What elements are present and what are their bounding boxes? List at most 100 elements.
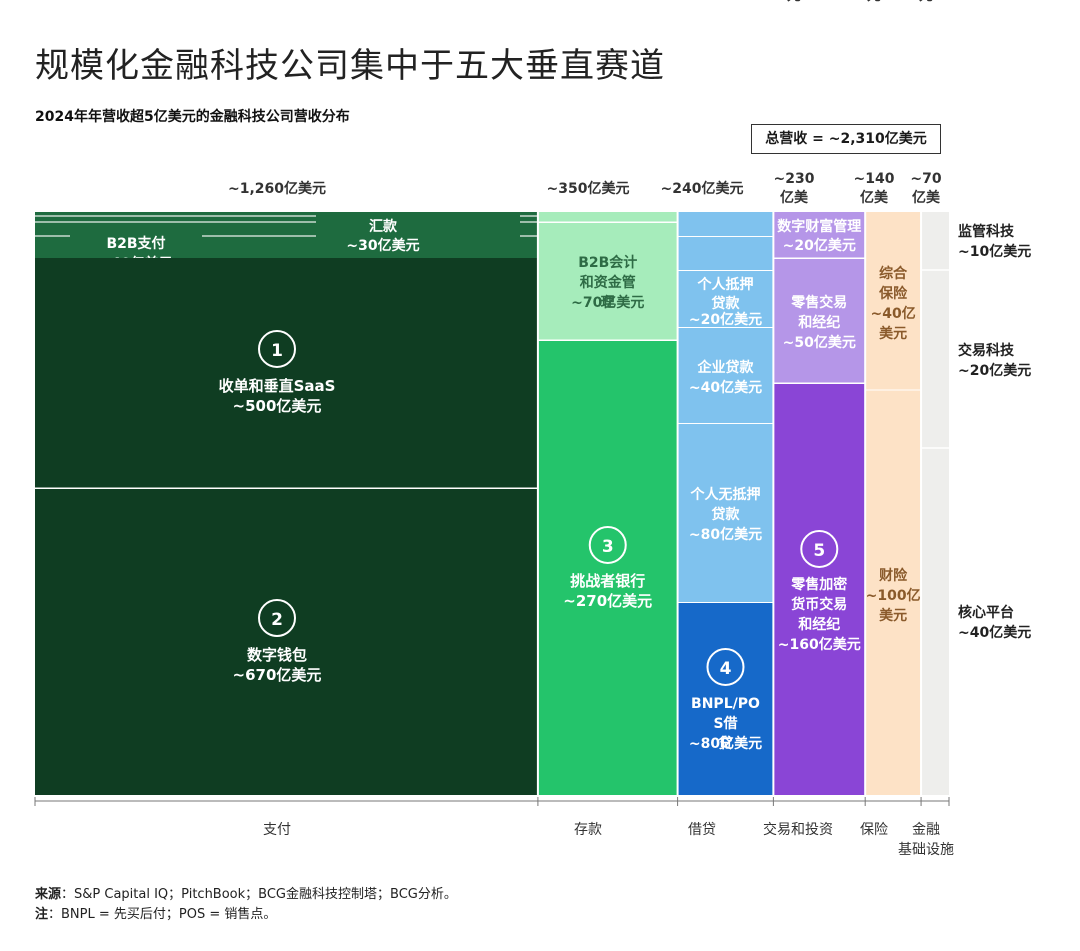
side-label-tradetech: 交易科技 xyxy=(958,342,1015,359)
column-total-label: 元 xyxy=(867,0,881,4)
bar-segment-b2b-accounting xyxy=(537,223,678,340)
source-text: ：S&P Capital IQ；PitchBook；BCG金融科技控制塔；BCG… xyxy=(61,887,457,902)
segment-value-mortgage: ~20亿美元 xyxy=(689,311,762,328)
segment-label-bnpl: BNPL/PO xyxy=(691,696,760,712)
bar-segment-crypto xyxy=(773,384,866,795)
segment-label-b2b-payments: B2B支付 xyxy=(106,235,165,252)
segment-label-digital-wallet: 数字钱包 xyxy=(247,646,307,664)
column-total-label: ~70 xyxy=(910,171,941,187)
remittance-label-box xyxy=(316,212,520,258)
category-axis-label: 支付 xyxy=(263,822,291,838)
note-label: 注 xyxy=(35,907,49,922)
segment-value-unsecured-loan: ~80亿美元 xyxy=(689,526,762,543)
segment-label-unsecured-loan: 贷款 xyxy=(711,506,740,523)
segment-value-remittance: ~30亿美元 xyxy=(346,237,419,254)
segment-value-digital-wallet: ~670亿美元 xyxy=(233,666,322,684)
segment-number: 2 xyxy=(271,610,283,630)
segment-label-acquiring-saas: 收单和垂直SaaS xyxy=(219,377,336,395)
segment-label-remittance: 汇款 xyxy=(369,218,398,235)
segment-label-mortgage: 贷款 xyxy=(711,295,740,312)
column-total-label: ~230 xyxy=(774,171,815,187)
segment-label-bnpl: S借 xyxy=(713,715,737,732)
side-value-regtech: ~10亿美元 xyxy=(958,243,1031,260)
bar-segment-lending-light xyxy=(677,212,774,236)
bar-segment-challenger-bank xyxy=(537,341,678,795)
column-total-label: ~1,260亿美元 xyxy=(228,180,326,197)
total-revenue-box: 总营收 = ~2,310亿美元 xyxy=(751,124,941,154)
column-total-label: ~140 xyxy=(854,171,895,187)
segment-number-circle xyxy=(588,526,627,564)
bar-segment-deposits-other xyxy=(537,212,678,222)
column-total-label: ~350亿美元 xyxy=(547,180,630,197)
segment-label-business-loan: 企业贷款 xyxy=(696,359,754,376)
bar-segment-infrastructure xyxy=(921,212,949,795)
segment-label-retail-trading: 零售交易 xyxy=(790,294,847,311)
segment-label-b2b-accounting: 理 xyxy=(601,295,615,311)
source-label: 来源 xyxy=(35,887,62,902)
category-axis-label: 保险 xyxy=(860,822,888,838)
segment-number: 3 xyxy=(602,537,614,557)
segment-label-property-insurance: 财险 xyxy=(878,567,908,584)
column-total-label: 亿美 xyxy=(912,189,941,206)
category-axis-label: 基础设施 xyxy=(898,841,954,858)
bar-segment-lending-light xyxy=(677,271,774,327)
segment-label-unsecured-loan: 个人无抵押 xyxy=(689,486,760,503)
segment-label-mortgage: 个人抵押 xyxy=(696,276,753,293)
column-total-label: 亿美 xyxy=(860,189,889,206)
bar-segment-digital-wallet xyxy=(35,489,538,795)
category-axis-label: 金融 xyxy=(912,822,940,838)
segment-value-digital-wealth: ~20亿美元 xyxy=(783,237,856,254)
segment-number-circle xyxy=(258,599,296,637)
segment-label-retail-trading: 和经纪 xyxy=(798,314,840,331)
segment-number: 5 xyxy=(813,541,825,561)
chart-title: 规模化金融科技公司集中于五大垂直赛道 xyxy=(35,46,665,86)
bar-segment-lending-light xyxy=(677,237,774,270)
side-label-core-platform: 核心平台 xyxy=(958,604,1014,621)
bar-segment-bnpl xyxy=(677,603,774,795)
side-value-core-platform: ~40亿美元 xyxy=(958,624,1031,641)
segment-label-crypto: 零售加密 xyxy=(790,576,847,593)
segment-number-circle xyxy=(258,330,296,368)
segment-label-general-insurance: 保险 xyxy=(878,285,908,302)
segment-number-circle xyxy=(800,530,839,568)
segment-value-challenger-bank: ~270亿美元 xyxy=(563,592,652,610)
note-text: ：BNPL = 先买后付；POS = 销售点。 xyxy=(48,907,277,922)
segment-label-b2b-accounting: B2B会计 xyxy=(578,254,637,271)
category-axis-label: 存款 xyxy=(574,822,602,838)
segment-value-b2b-accounting: ~70亿美元 xyxy=(571,294,644,311)
segment-value-retail-trading: ~50亿美元 xyxy=(783,334,856,351)
segment-value-business-loan: ~40亿美元 xyxy=(689,379,762,396)
bar-segment-insurance xyxy=(865,212,922,795)
segment-value-property-insurance: ~100亿 xyxy=(866,587,921,604)
bar-segment-retail-trading xyxy=(773,259,866,383)
segment-value-general-insurance: 美元 xyxy=(879,325,907,342)
side-label-regtech: 监管科技 xyxy=(958,223,1015,240)
bar-segment-lending-light xyxy=(677,328,774,423)
bar-segment-acquiring-saas xyxy=(35,258,538,488)
side-value-tradetech: ~20亿美元 xyxy=(958,362,1031,379)
segment-value-bnpl: ~80亿美元 xyxy=(689,735,762,752)
category-axis-label: 交易和投资 xyxy=(763,821,833,838)
column-total-label: ~240亿美元 xyxy=(661,180,744,197)
segment-value-property-insurance: 美元 xyxy=(879,607,907,624)
abbreviation-note: 注：BNPL = 先买后付；POS = 销售点。 xyxy=(35,903,276,922)
segment-label-crypto: 和经纪 xyxy=(798,616,840,633)
segment-value-crypto: ~160亿美元 xyxy=(778,636,861,653)
segment-number-circle xyxy=(706,648,745,686)
bar-segment-digital-wealth xyxy=(773,212,866,258)
segment-number: 1 xyxy=(271,341,283,361)
segment-label-crypto: 货币交易 xyxy=(790,596,847,613)
segment-label-challenger-bank: 挑战者银行 xyxy=(570,572,645,590)
bar-segment-lending-light xyxy=(677,424,774,602)
source-note: 来源：S&P Capital IQ；PitchBook；BCG金融科技控制塔；B… xyxy=(35,883,457,902)
segment-label-bnpl: 贷 xyxy=(718,735,732,752)
segment-label-digital-wealth: 数字财富管理 xyxy=(777,218,861,235)
column-total-label: 亿美 xyxy=(780,189,809,206)
segment-value-general-insurance: ~40亿 xyxy=(871,305,916,322)
column-total-label: 元 xyxy=(919,0,933,4)
chart-subtitle: 2024年年营收超5亿美元的金融科技公司营收分布 xyxy=(35,109,350,125)
category-axis-label: 借贷 xyxy=(688,822,716,838)
segment-label-general-insurance: 综合 xyxy=(879,265,908,282)
segment-value-acquiring-saas: ~500亿美元 xyxy=(233,397,322,415)
